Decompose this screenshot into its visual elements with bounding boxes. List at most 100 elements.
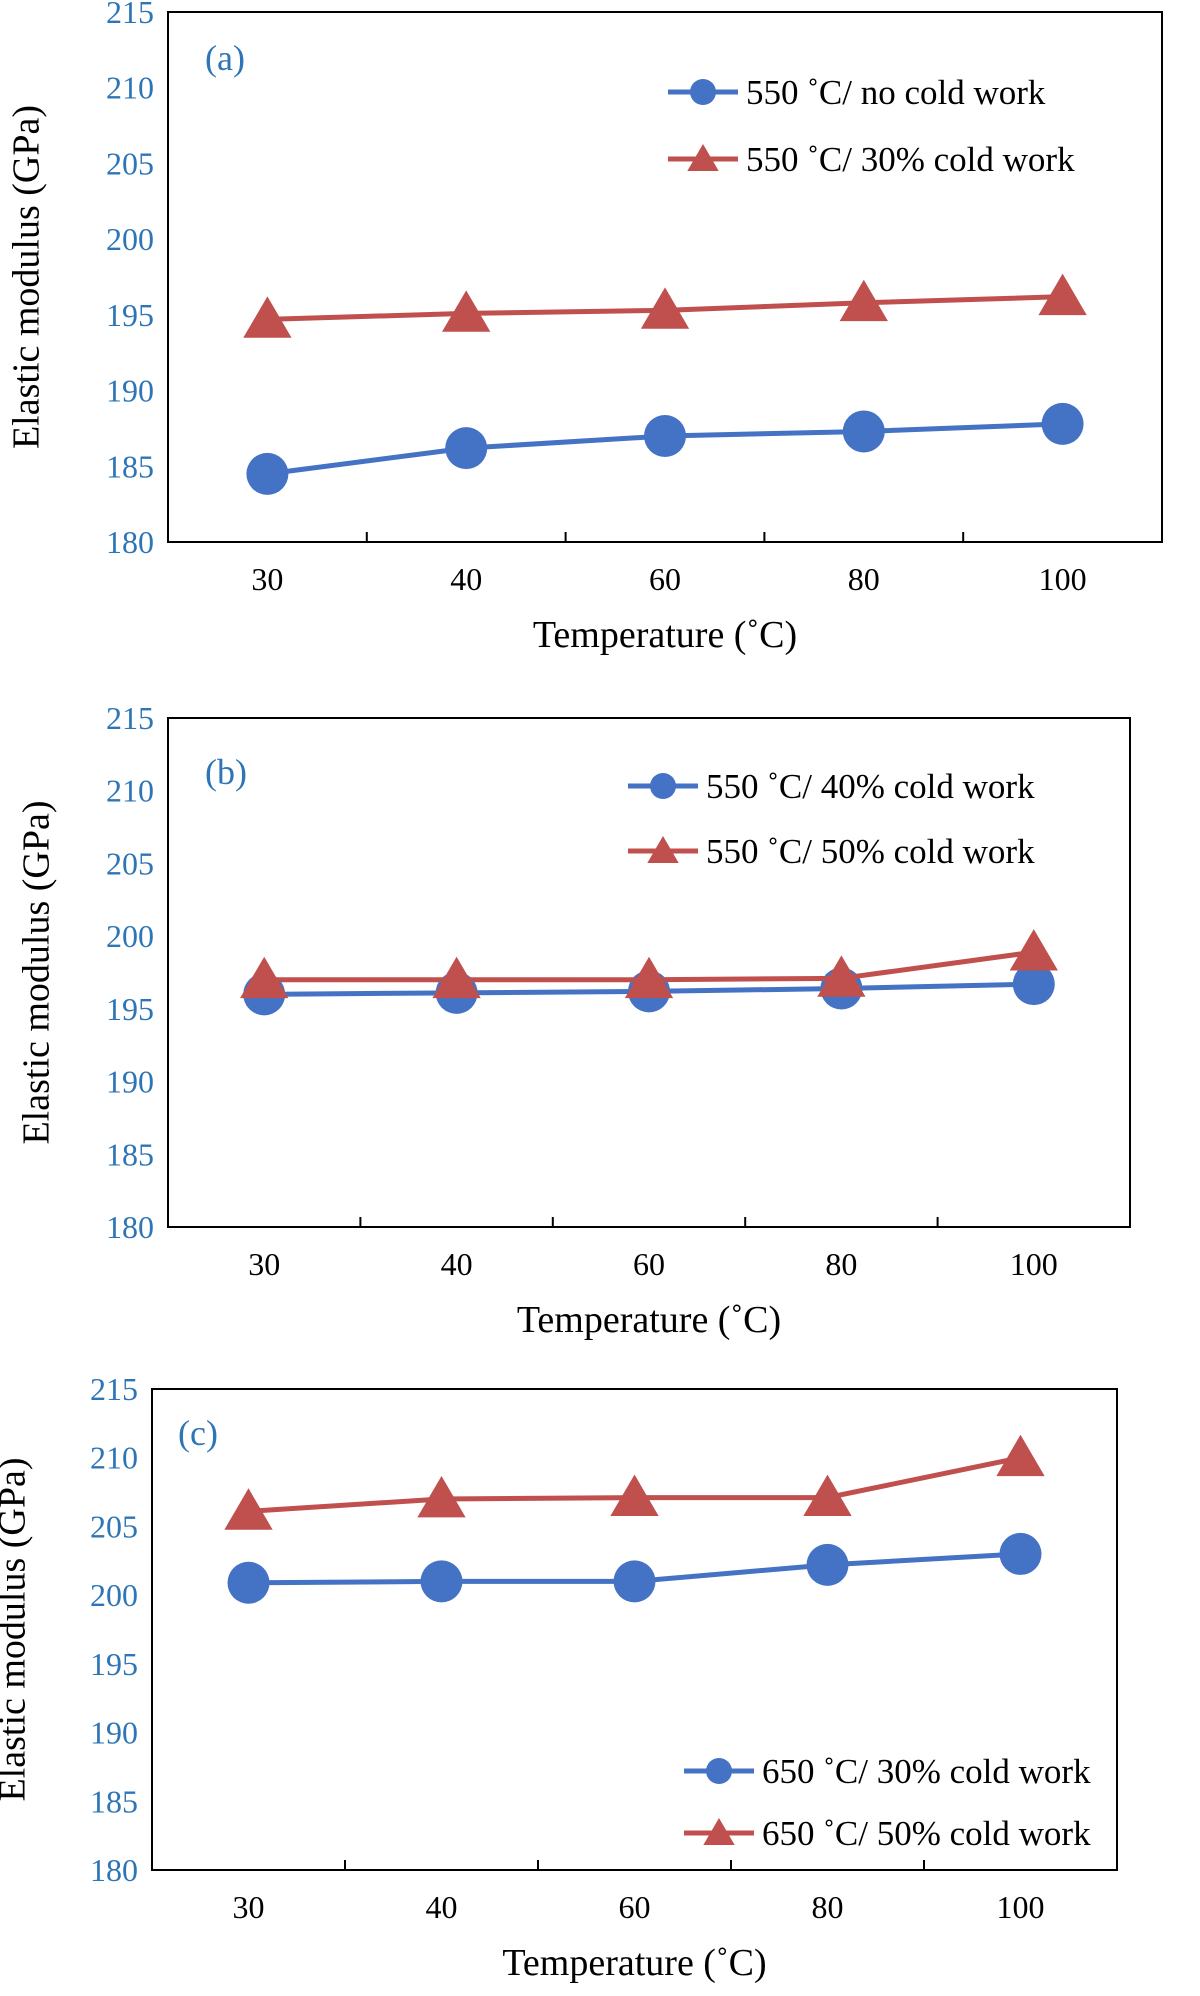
legend-label: 550 ˚C/ 50% cold work <box>706 832 1035 871</box>
legend-label: 550 ˚C/ no cold work <box>746 73 1046 112</box>
series-circle <box>246 402 1084 495</box>
x-tick-label: 100 <box>1039 561 1087 597</box>
x-tick-label: 40 <box>450 561 482 597</box>
x-tick-label: 30 <box>248 1246 280 1282</box>
x-tick-label: 80 <box>848 561 880 597</box>
data-point-triangle <box>1038 273 1087 316</box>
data-point-triangle <box>803 1474 852 1516</box>
x-axis-title: Temperature (˚C) <box>533 614 797 656</box>
data-point-circle <box>445 427 488 470</box>
data-point-triangle <box>996 1434 1045 1477</box>
data-point-triangle <box>839 279 888 322</box>
y-tick-label: 185 <box>90 1783 138 1819</box>
legend: 550 ˚C/ 40% cold work 550 ˚C/ 50% cold wo… <box>628 767 1035 871</box>
y-axis-title: Elastic modulus (GPa) <box>6 105 48 449</box>
y-tick-label: 200 <box>106 918 154 954</box>
y-tick-label: 180 <box>90 1852 138 1888</box>
x-tick-label: 60 <box>633 1246 665 1282</box>
data-point-circle <box>806 1543 849 1586</box>
legend: 650 ˚C/ 30% cold work 650 ˚C/ 50% cold wo… <box>684 1752 1091 1853</box>
y-tick-label: 200 <box>106 221 154 257</box>
series-triangle <box>240 929 1058 999</box>
data-point-circle <box>999 1532 1042 1575</box>
x-tick-label: 80 <box>825 1246 857 1282</box>
x-axis-title: Temperature (˚C) <box>517 1299 781 1341</box>
y-tick-label: 195 <box>106 297 154 333</box>
panel-label: (b) <box>205 752 247 792</box>
data-point-triangle <box>1009 929 1058 971</box>
chart-panel-1: 180 185 190 195 200 205 210 215 30 40 60 80 100 Tempe… <box>6 0 1163 656</box>
y-tick-label: 190 <box>106 1064 154 1100</box>
data-point-triangle <box>640 287 690 329</box>
y-tick-label: 210 <box>106 773 154 809</box>
legend-label: 650 ˚C/ 50% cold work <box>762 1814 1091 1853</box>
data-point-circle <box>1041 402 1084 445</box>
plot-area-frame <box>167 11 1163 543</box>
y-tick-label: 210 <box>106 70 154 106</box>
legend-marker-triangle <box>703 1818 735 1845</box>
legend-marker-triangle <box>687 144 719 171</box>
data-point-triangle <box>817 955 866 997</box>
panel-label: (a) <box>205 38 245 78</box>
legend-marker-triangle <box>647 836 679 863</box>
y-axis-title: Elastic modulus (GPa) <box>0 1457 34 1801</box>
legend-marker-circle <box>706 1758 732 1784</box>
y-tick-label: 190 <box>106 373 154 409</box>
data-point-circle <box>420 1560 463 1603</box>
y-tick-label: 205 <box>106 145 154 181</box>
x-tick-label: 30 <box>233 1889 265 1925</box>
panel-label: (c) <box>178 1413 218 1453</box>
data-point-triangle <box>432 956 481 999</box>
x-tick-label: 60 <box>619 1889 651 1925</box>
series-triangle <box>224 1434 1045 1530</box>
x-tick-label: 30 <box>251 561 283 597</box>
series-triangle <box>243 273 1087 338</box>
data-point-circle <box>227 1561 270 1604</box>
y-tick-label: 205 <box>106 845 154 881</box>
legend-label: 550 ˚C/ 40% cold work <box>706 767 1035 806</box>
y-tick-label: 195 <box>106 991 154 1027</box>
data-point-triangle <box>243 296 292 338</box>
legend-label: 550 ˚C/ 30% cold work <box>746 140 1075 179</box>
data-point-triangle <box>610 1474 659 1516</box>
y-tick-label: 215 <box>90 1371 138 1407</box>
y-tick-label: 205 <box>90 1508 138 1544</box>
plot-area-frame <box>151 1388 1118 1871</box>
data-point-triangle <box>417 1475 466 1518</box>
legend-marker-circle <box>690 79 716 105</box>
x-tick-label: 100 <box>1010 1246 1058 1282</box>
data-point-triangle <box>224 1488 273 1530</box>
x-tick-label: 100 <box>997 1889 1045 1925</box>
data-point-circle <box>842 410 885 453</box>
data-point-circle <box>1012 963 1055 1006</box>
x-tick-label: 60 <box>649 561 681 597</box>
chart-panel-2: 180 185 190 195 200 205 210 215 30 40 60 80 100 Tempe… <box>16 700 1131 1341</box>
data-point-circle <box>644 415 686 457</box>
y-tick-label: 190 <box>90 1715 138 1751</box>
data-point-triangle <box>240 956 289 999</box>
y-tick-label: 210 <box>90 1440 138 1476</box>
y-tick-label: 185 <box>106 448 154 484</box>
x-tick-label: 40 <box>441 1246 473 1282</box>
y-tick-label: 180 <box>106 524 154 560</box>
legend-marker-circle <box>650 773 676 799</box>
y-tick-label: 185 <box>106 1136 154 1172</box>
data-point-triangle <box>442 290 491 332</box>
chart-panel-3: 180 185 190 195 200 205 210 215 30 40 60 80 100 Tempe… <box>0 1371 1118 1984</box>
y-axis-title: Elastic modulus (GPa) <box>16 800 58 1144</box>
x-axis-title: Temperature (˚C) <box>502 1942 766 1984</box>
x-tick-label: 40 <box>426 1889 458 1925</box>
series-circle <box>227 1532 1042 1604</box>
data-point-circle <box>246 452 289 495</box>
y-tick-label: 195 <box>90 1646 138 1682</box>
data-point-triangle <box>624 956 674 999</box>
y-tick-label: 215 <box>106 0 154 30</box>
plot-area-frame <box>167 717 1131 1228</box>
legend: 550 ˚C/ no cold work 550 ˚C/ 30% cold wor… <box>668 73 1075 179</box>
y-tick-label: 215 <box>106 700 154 736</box>
y-tick-label: 200 <box>90 1577 138 1613</box>
y-tick-label: 180 <box>106 1209 154 1245</box>
x-tick-label: 80 <box>812 1889 844 1925</box>
data-point-circle <box>613 1560 656 1603</box>
